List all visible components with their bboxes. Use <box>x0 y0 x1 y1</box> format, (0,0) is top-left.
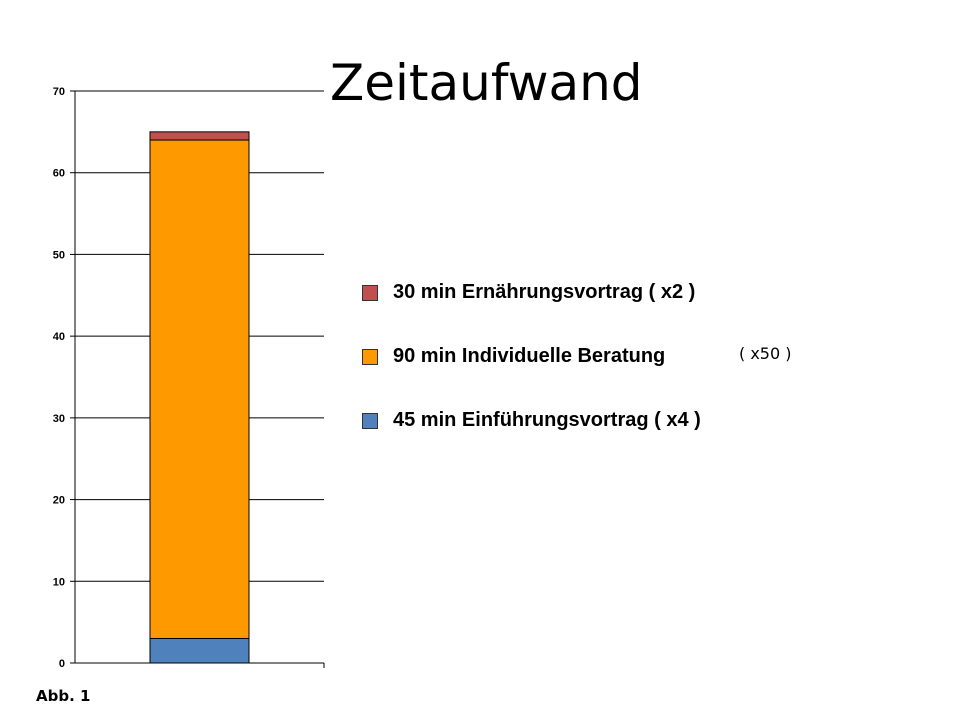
y-tick-label: 10 <box>53 576 65 588</box>
y-tick-label: 40 <box>53 331 65 343</box>
chart-title: Zeitaufwand <box>330 54 643 112</box>
legend-label: 30 min Ernährungsvortrag ( x2 ) <box>393 281 696 303</box>
y-tick-label: 70 <box>53 86 65 98</box>
y-axis: 0 10 20 30 40 50 60 70 <box>53 86 325 670</box>
bar-stack <box>149 131 250 664</box>
y-tick-label: 30 <box>53 413 65 425</box>
legend-note: ( x50 ) <box>739 344 792 363</box>
figure-caption: Abb. 1 <box>36 687 91 705</box>
y-tick-label: 0 <box>59 658 65 670</box>
bar-segment-1 <box>149 139 250 639</box>
y-tick-label: 50 <box>53 249 65 261</box>
legend-swatch <box>362 285 378 301</box>
y-tick-label: 20 <box>53 495 65 507</box>
legend-label: 90 min Individuelle Beratung <box>393 345 666 367</box>
legend-label: 45 min Einführungsvortrag ( x4 ) <box>393 409 701 431</box>
legend-swatch <box>362 413 378 429</box>
bar-segment-0 <box>149 637 250 664</box>
bar-segment-2 <box>149 131 250 141</box>
y-tick-label: 60 <box>53 168 65 180</box>
legend-swatch <box>362 349 378 365</box>
